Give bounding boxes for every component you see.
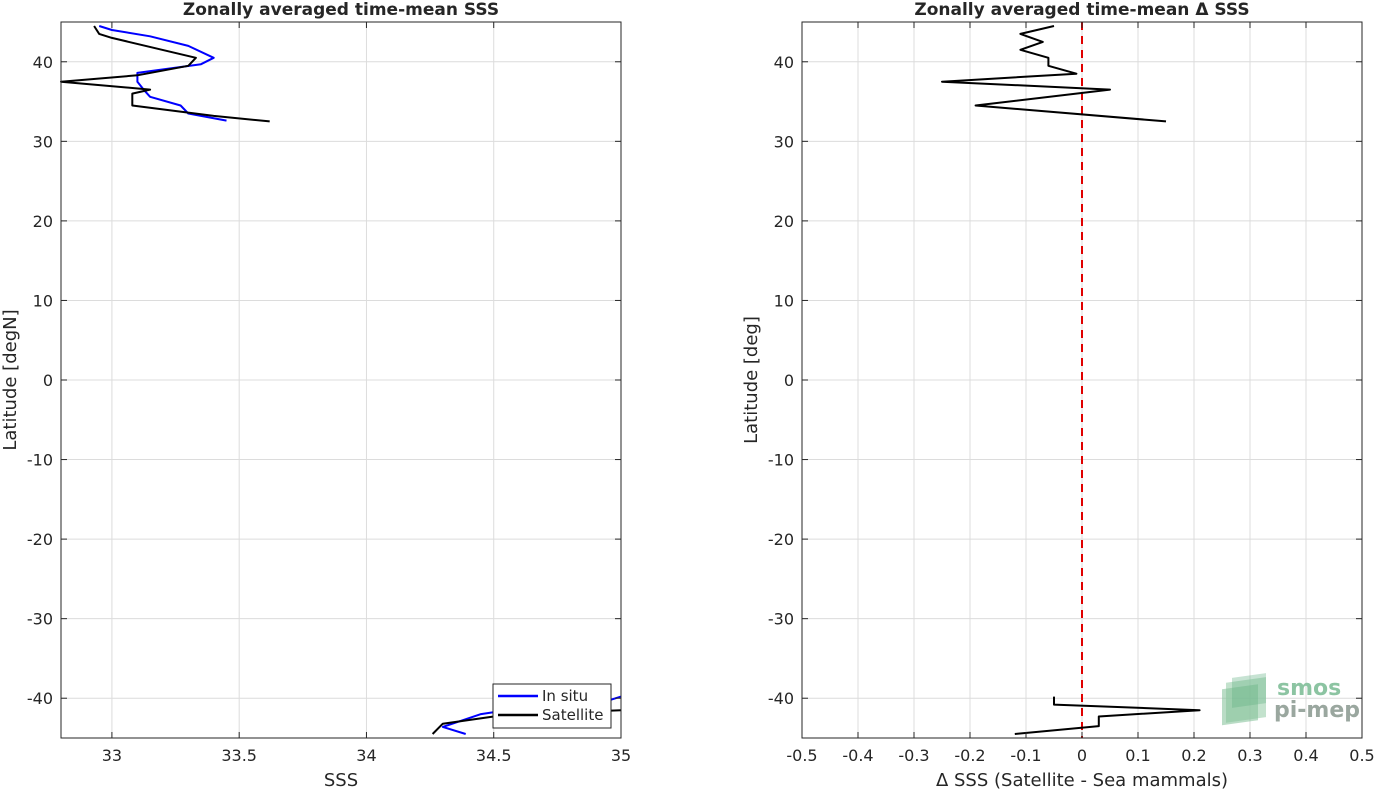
left-series-in-situ-line: [98, 25, 227, 122]
left-x-tick-label: 34: [356, 746, 376, 765]
right-x-tick-label: -0.5: [786, 746, 817, 765]
logo-line2: pi-mep: [1274, 698, 1360, 723]
legend-box: [492, 683, 612, 729]
right-x-tick-label: 0.2: [1181, 746, 1206, 765]
right-y-tick-label: -40: [768, 689, 794, 708]
right-series-0-line: [941, 25, 1167, 123]
right-axes: -0.5 -0.4 -0.3 -0.2 -0.1 0 0.1 0.2 0.3 0.4 0.5 -40 -…: [741, 0, 1375, 790]
left-y-axis-label: Latitude [degN]: [0, 309, 21, 450]
right-x-tick-label: -0.1: [1010, 746, 1041, 765]
right-chart-title: Zonally averaged time-mean Δ SSS: [914, 0, 1249, 20]
right-y-tick-label: 20: [774, 212, 794, 231]
legend: In situ Satellite: [492, 683, 612, 729]
right-y-tick-label: 0: [784, 371, 794, 390]
left-y-tick-label: -10: [27, 451, 53, 470]
right-y-tick-label: -30: [768, 610, 794, 629]
right-x-axis-label: Δ SSS (Satellite - Sea mammals): [936, 770, 1228, 790]
right-y-tick-label: -10: [768, 451, 794, 470]
left-y-tick-label: 0: [43, 371, 53, 390]
logo-mark-icon: [1222, 673, 1266, 726]
right-y-tick-label: 40: [774, 53, 794, 72]
left-x-tick-label: 33.5: [221, 746, 257, 765]
right-y-tick-label: 10: [774, 291, 794, 310]
right-y-tick-label: 30: [774, 132, 794, 151]
right-x-tick-label: 0.1: [1125, 746, 1150, 765]
right-x-tick-label: -0.3: [898, 746, 929, 765]
left-x-tick-label: 34.5: [476, 746, 512, 765]
left-y-tick-label: 10: [33, 291, 53, 310]
right-x-tick-label: 0.5: [1349, 746, 1374, 765]
left-y-tick-label: 30: [33, 132, 53, 151]
right-ticks: -0.5 -0.4 -0.3 -0.2 -0.1 0 0.1 0.2 0.3 0.4 0.5 -40 -…: [768, 22, 1375, 765]
left-series-satellite-line: [60, 25, 270, 123]
left-y-tick-label: -40: [27, 689, 53, 708]
right-x-tick-label: 0: [1077, 746, 1087, 765]
left-y-tick-label: 40: [33, 53, 53, 72]
left-y-tick-label: -30: [27, 610, 53, 629]
left-x-tick-label: 33: [102, 746, 122, 765]
left-grid: [61, 22, 622, 738]
legend-insitu-label: In situ: [542, 687, 588, 705]
right-x-tick-label: 0.4: [1293, 746, 1318, 765]
smos-pi-mep-logo: smos pi-mep: [1222, 673, 1360, 726]
left-x-axis-label: SSS: [324, 770, 358, 790]
right-y-tick-label: -20: [768, 530, 794, 549]
right-lines: [941, 22, 1201, 738]
right-x-tick-label: -0.4: [842, 746, 873, 765]
left-y-tick-label: -20: [27, 530, 53, 549]
left-axes: 33 33.5 34 34.5 35 -40 -30 -20 -10 0 10 20 30 40 Zona…: [0, 0, 631, 790]
legend-satellite-label: Satellite: [542, 706, 603, 724]
right-y-axis-label: Latitude [deg]: [741, 316, 762, 444]
left-x-tick-label: 35: [611, 746, 631, 765]
right-x-tick-label: -0.2: [954, 746, 985, 765]
right-x-tick-label: 0.3: [1237, 746, 1262, 765]
left-ticks: 33 33.5 34 34.5 35 -40 -30 -20 -10 0 10 20 30 40: [27, 22, 631, 765]
logo-line1: smos: [1277, 676, 1341, 701]
left-chart-title: Zonally averaged time-mean SSS: [183, 0, 499, 20]
left-y-tick-label: 20: [33, 212, 53, 231]
right-series-0-line: [1014, 696, 1201, 735]
